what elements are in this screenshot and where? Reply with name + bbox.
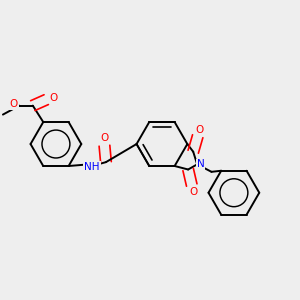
Text: O: O (100, 133, 109, 143)
Text: O: O (10, 99, 18, 109)
Text: N: N (197, 159, 205, 170)
Text: O: O (189, 187, 197, 196)
Text: O: O (50, 93, 58, 103)
Text: O: O (195, 125, 203, 135)
Text: NH: NH (84, 162, 100, 172)
